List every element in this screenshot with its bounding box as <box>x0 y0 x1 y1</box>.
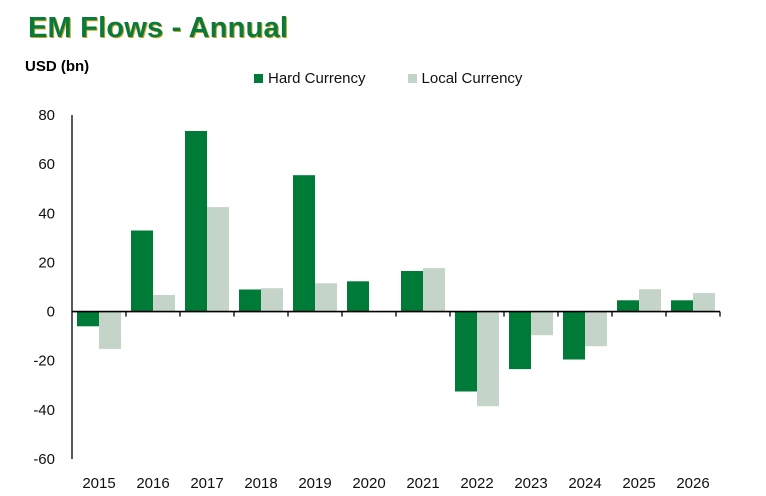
x-tick-label: 2016 <box>136 475 169 492</box>
y-tick-label: 80 <box>38 107 55 124</box>
bar-local-currency-2019 <box>315 283 337 312</box>
x-tick-label: 2017 <box>190 475 223 492</box>
legend: Hard Currency Local Currency <box>254 70 522 87</box>
bar-local-currency-2024 <box>585 311 607 347</box>
bar-hard-currency-2026 <box>671 300 693 312</box>
y-tick-label: 60 <box>38 156 55 173</box>
bar-local-currency-2018 <box>261 288 283 312</box>
bar-local-currency-2023 <box>531 311 553 336</box>
x-tick-label: 2019 <box>298 475 331 492</box>
bar-hard-currency-2022 <box>455 311 477 392</box>
y-tick-label: -20 <box>33 353 55 370</box>
bar-local-currency-2025 <box>639 289 661 312</box>
bar-hard-currency-2024 <box>563 311 585 360</box>
bar-hard-currency-2025 <box>617 300 639 312</box>
bar-hard-currency-2019 <box>293 175 315 312</box>
x-tick-label: 2015 <box>82 475 115 492</box>
bar-hard-currency-2018 <box>239 289 261 312</box>
legend-label-hard-currency: Hard Currency <box>268 70 366 87</box>
bar-local-currency-2016 <box>153 294 175 312</box>
legend-label-local-currency: Local Currency <box>421 70 523 87</box>
y-tick-label: -40 <box>33 402 55 419</box>
x-tick-label: 2023 <box>514 475 547 492</box>
legend-swatch-hard-currency <box>254 74 263 83</box>
y-axis-unit-label: USD (bn) <box>25 58 90 75</box>
bar-local-currency-2026 <box>693 293 715 312</box>
y-tick-label: 0 <box>47 304 55 321</box>
bar-local-currency-2022 <box>477 311 499 407</box>
x-tick-label: 2022 <box>460 475 493 492</box>
bar-local-currency-2015 <box>99 311 121 349</box>
bar-hard-currency-2016 <box>131 230 153 312</box>
y-tick-label: 20 <box>38 254 55 271</box>
x-tick-label: 2026 <box>676 475 709 492</box>
x-tick-label: 2024 <box>568 475 601 492</box>
legend-item-local-currency: Local Currency <box>407 70 523 87</box>
x-tick-label: 2020 <box>352 475 385 492</box>
y-tick-label: 40 <box>38 205 55 222</box>
chart-title: EM Flows - Annual <box>28 12 289 44</box>
legend-item-hard-currency: Hard Currency <box>254 70 366 87</box>
bar-hard-currency-2021 <box>401 271 423 312</box>
y-tick-label: -60 <box>33 451 55 468</box>
bar-hard-currency-2020 <box>347 281 369 312</box>
bar-local-currency-2017 <box>207 207 229 312</box>
bar-local-currency-2021 <box>423 268 445 312</box>
bar-hard-currency-2023 <box>509 311 531 370</box>
bar-hard-currency-2015 <box>77 311 99 327</box>
legend-swatch-local-currency <box>407 74 417 83</box>
x-tick-label: 2021 <box>406 475 439 492</box>
x-tick-label: 2025 <box>622 475 655 492</box>
bar-hard-currency-2017 <box>185 131 207 312</box>
x-tick-label: 2018 <box>244 475 277 492</box>
